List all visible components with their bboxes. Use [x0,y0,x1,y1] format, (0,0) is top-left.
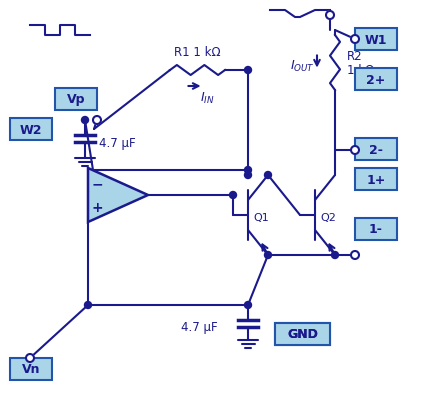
Circle shape [84,302,91,309]
Text: $I_{IN}$: $I_{IN}$ [200,91,214,106]
FancyBboxPatch shape [354,168,396,190]
Circle shape [350,36,358,44]
Circle shape [325,12,333,20]
FancyBboxPatch shape [354,29,396,51]
Circle shape [244,302,251,309]
FancyBboxPatch shape [274,323,329,345]
Text: W1: W1 [364,34,386,47]
Circle shape [244,167,251,174]
FancyBboxPatch shape [354,69,396,91]
Text: 2+: 2+ [365,73,385,86]
FancyBboxPatch shape [55,89,97,111]
FancyBboxPatch shape [274,323,329,345]
Circle shape [264,252,271,259]
Text: +: + [91,200,102,215]
Circle shape [350,252,358,259]
Circle shape [81,117,88,124]
Text: 2-: 2- [368,143,382,156]
Text: 1-: 1- [368,223,382,236]
Text: R1 1 kΩ: R1 1 kΩ [174,46,220,59]
Text: GND: GND [286,328,317,341]
Text: Vn: Vn [22,362,40,375]
Text: −: − [91,177,102,190]
Text: R2
1 kΩ: R2 1 kΩ [346,49,373,77]
Circle shape [244,67,251,74]
Circle shape [93,117,101,125]
Text: 4.7 µF: 4.7 µF [99,136,135,149]
Text: Q2: Q2 [319,213,335,222]
Text: GND: GND [286,328,317,341]
Circle shape [229,192,236,199]
Circle shape [244,172,251,179]
Circle shape [350,147,358,155]
Text: Q1: Q1 [253,213,268,222]
Text: $I_{OUT}$: $I_{OUT}$ [289,59,314,74]
Text: 4.7 µF: 4.7 µF [181,321,217,334]
Circle shape [264,172,271,179]
Text: 1+: 1+ [365,173,385,186]
Text: W2: W2 [20,123,42,136]
Circle shape [331,252,338,259]
Text: Vp: Vp [66,93,85,106]
Circle shape [26,354,34,362]
FancyBboxPatch shape [10,119,52,141]
FancyBboxPatch shape [354,218,396,241]
Polygon shape [88,168,148,222]
FancyBboxPatch shape [354,139,396,161]
FancyBboxPatch shape [10,358,52,380]
